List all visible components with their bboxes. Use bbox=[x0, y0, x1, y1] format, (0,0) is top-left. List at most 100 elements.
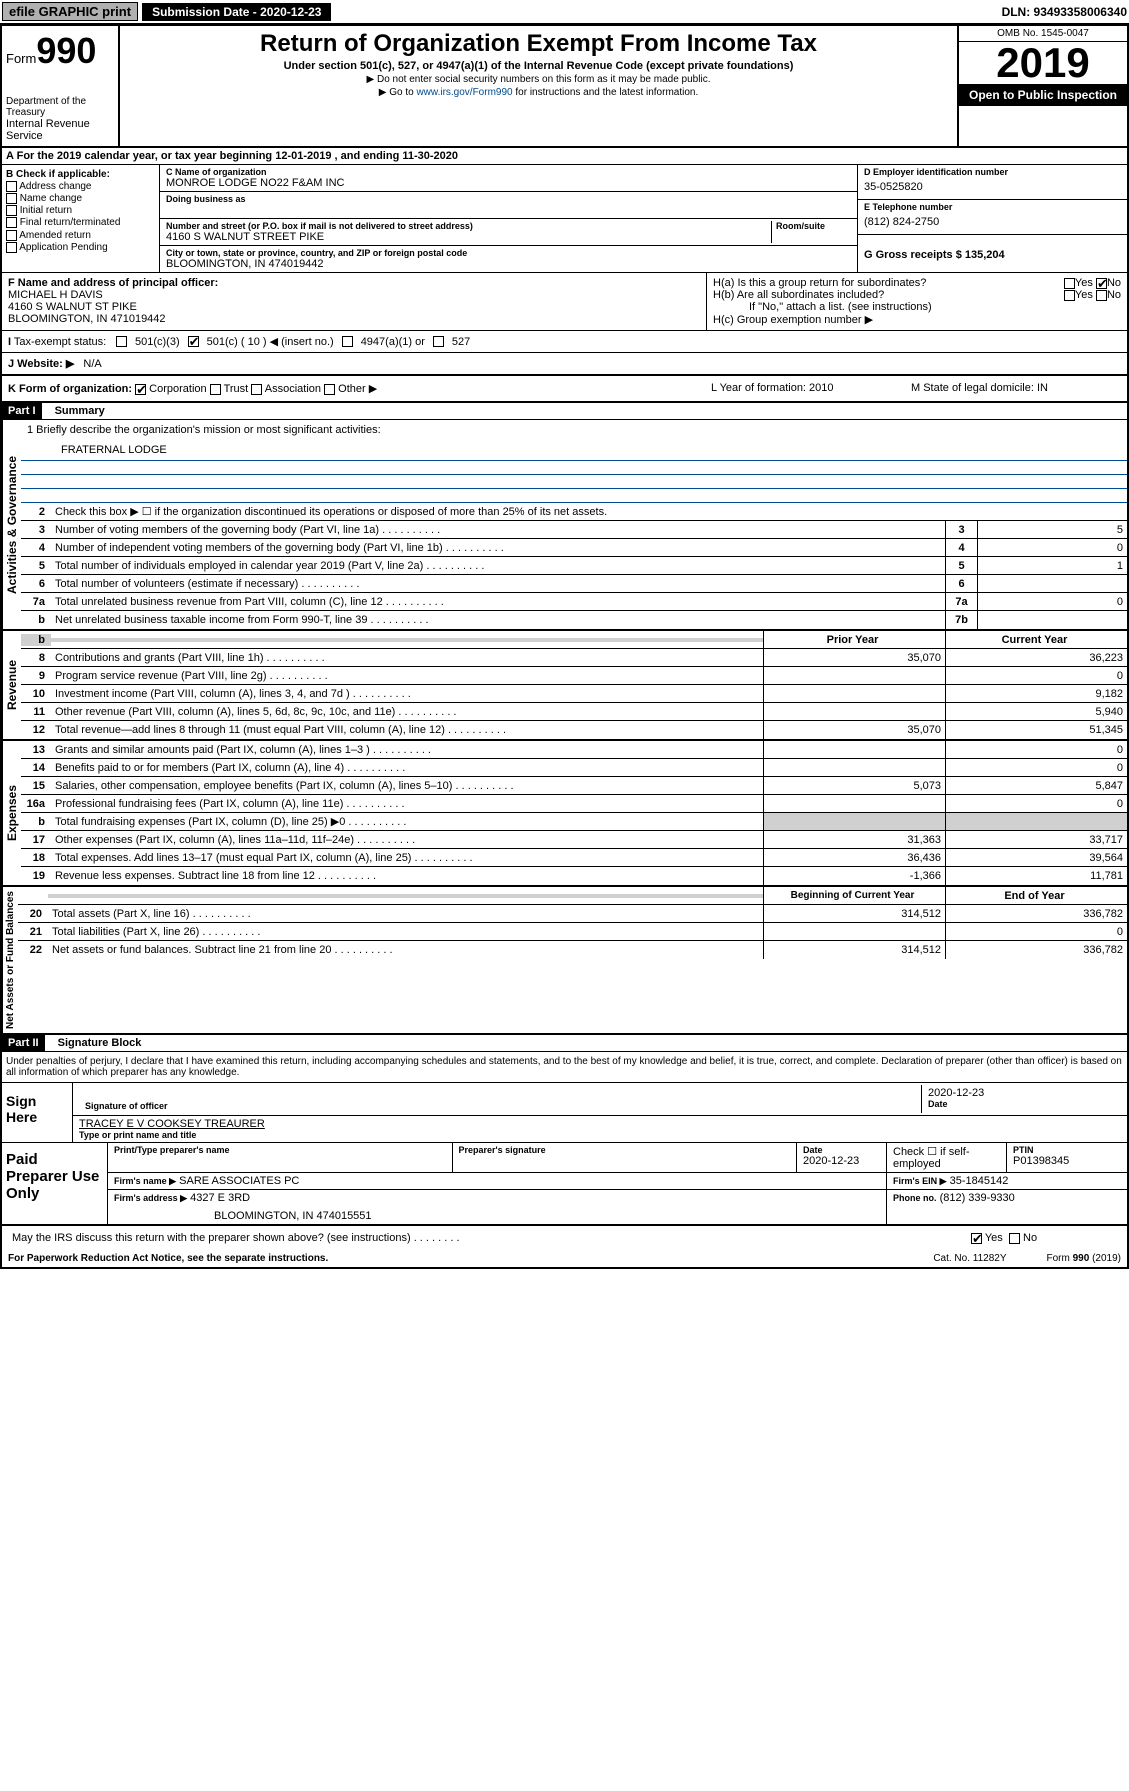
k-trust[interactable] bbox=[210, 384, 221, 395]
te-opt3: 4947(a)(1) or bbox=[361, 336, 425, 348]
gov-lines: 1 Briefly describe the organization's mi… bbox=[21, 420, 1127, 629]
firm-phone-cell: Phone no. (812) 339-9330 bbox=[887, 1190, 1127, 1224]
gov-section: Activities & Governance 1 Briefly descri… bbox=[2, 420, 1127, 631]
phone-cell: E Telephone number (812) 824-2750 bbox=[858, 200, 1127, 235]
sig-date: 2020-12-23 bbox=[928, 1087, 1115, 1099]
firm-addr: 4327 E 3RD bbox=[190, 1192, 250, 1204]
hb-yes[interactable] bbox=[1064, 290, 1075, 301]
net-section: Net Assets or Fund Balances Beginning of… bbox=[2, 887, 1127, 1035]
title-block: Return of Organization Exempt From Incom… bbox=[120, 26, 957, 146]
check-self: Check ☐ if self-employed bbox=[887, 1143, 1007, 1172]
ha-no[interactable] bbox=[1096, 278, 1107, 289]
footer-990: 990 bbox=[1073, 1253, 1090, 1264]
org-name: MONROE LODGE NO22 F&AM INC bbox=[166, 177, 851, 189]
discuss-yes[interactable] bbox=[971, 1233, 982, 1244]
firm-ein-label: Firm's EIN ▶ bbox=[893, 1176, 947, 1186]
firm-name-cell: Firm's name ▶ SARE ASSOCIATES PC bbox=[108, 1173, 887, 1189]
year-header-row: b Prior Year Current Year bbox=[21, 631, 1127, 649]
sign-here: Sign Here bbox=[2, 1083, 72, 1142]
efile-button[interactable]: efile GRAPHIC print bbox=[2, 2, 138, 21]
website-label: J Website: ▶ bbox=[8, 358, 74, 370]
sig-officer-label: Signature of officer bbox=[85, 1101, 915, 1111]
k-assoc[interactable] bbox=[251, 384, 262, 395]
paid-row1: Print/Type preparer's name Preparer's si… bbox=[108, 1143, 1127, 1173]
te-501c[interactable] bbox=[188, 336, 199, 347]
line1-value: FRATERNAL LODGE bbox=[21, 440, 1127, 461]
discuss-no[interactable] bbox=[1009, 1233, 1020, 1244]
officer-addr2: BLOOMINGTON, IN 471019442 bbox=[8, 313, 700, 325]
org-addr: 4160 S WALNUT STREET PIKE bbox=[166, 231, 771, 243]
footer-right: Form 990 (2019) bbox=[1047, 1253, 1121, 1264]
k-trust-t: Trust bbox=[224, 383, 249, 395]
blueline2 bbox=[21, 475, 1127, 489]
blueline3 bbox=[21, 489, 1127, 503]
yes-text: Yes bbox=[1075, 277, 1093, 289]
note-ssn: ▶ Do not enter social security numbers o… bbox=[124, 74, 953, 85]
net-line: 21Total liabilities (Part X, line 26)0 bbox=[18, 923, 1127, 941]
vert-net: Net Assets or Fund Balances bbox=[2, 887, 18, 1033]
prior-year-header: Prior Year bbox=[763, 631, 945, 648]
exp-line: 18Total expenses. Add lines 13–17 (must … bbox=[21, 849, 1127, 867]
discuss-q: May the IRS discuss this return with the… bbox=[12, 1232, 411, 1244]
city-cell: City or town, state or province, country… bbox=[160, 246, 857, 272]
line1-label: 1 Briefly describe the organization's mi… bbox=[21, 420, 1127, 440]
ein-cell: D Employer identification number 35-0525… bbox=[858, 165, 1127, 200]
k-label: K Form of organization: bbox=[8, 383, 132, 395]
blueline1 bbox=[21, 461, 1127, 475]
check-item[interactable]: Name change bbox=[6, 193, 155, 204]
prep-sig: Preparer's signature bbox=[453, 1143, 798, 1172]
end-year-header: End of Year bbox=[945, 887, 1127, 904]
name-col: C Name of organization MONROE LODGE NO22… bbox=[160, 165, 857, 272]
ptin-cell: PTINP01398345 bbox=[1007, 1143, 1127, 1172]
gov-line: 3Number of voting members of the governi… bbox=[21, 521, 1127, 539]
no-text: No bbox=[1107, 277, 1121, 289]
dept-irs: Internal Revenue Service bbox=[6, 118, 114, 142]
begin-year-header: Beginning of Current Year bbox=[763, 887, 945, 904]
room-label: Room/suite bbox=[776, 221, 851, 231]
org-name-cell: C Name of organization MONROE LODGE NO22… bbox=[160, 165, 857, 192]
main-title: Return of Organization Exempt From Incom… bbox=[124, 30, 953, 58]
te-4947[interactable] bbox=[342, 336, 353, 347]
check-item[interactable]: Amended return bbox=[6, 230, 155, 241]
blank: b bbox=[21, 634, 51, 646]
rev-section: Revenue b Prior Year Current Year 8Contr… bbox=[2, 631, 1127, 741]
sig-row1: Signature of officer 2020-12-23 Date bbox=[73, 1083, 1127, 1116]
gov-line: bNet unrelated business taxable income f… bbox=[21, 611, 1127, 629]
irs-link[interactable]: www.irs.gov/Form990 bbox=[416, 87, 512, 98]
rev-lines: b Prior Year Current Year 8Contributions… bbox=[21, 631, 1127, 739]
ein: 35-0525820 bbox=[864, 177, 1121, 197]
te-501c3[interactable] bbox=[116, 336, 127, 347]
dba-label: Doing business as bbox=[166, 194, 851, 204]
firm-name: SARE ASSOCIATES PC bbox=[179, 1175, 299, 1187]
part2-title: Signature Block bbox=[58, 1037, 142, 1049]
part2-header: Part II bbox=[2, 1035, 45, 1051]
h-block: H(a) Is this a group return for subordin… bbox=[707, 273, 1127, 330]
ha-yes[interactable] bbox=[1064, 278, 1075, 289]
rev-line: 11Other revenue (Part VIII, column (A), … bbox=[21, 703, 1127, 721]
addr-label: Number and street (or P.O. box if mail i… bbox=[166, 221, 771, 231]
top-section: Form990 Department of the Treasury Inter… bbox=[2, 26, 1127, 148]
exp-line: 13Grants and similar amounts paid (Part … bbox=[21, 741, 1127, 759]
hb-no[interactable] bbox=[1096, 290, 1107, 301]
blank2 bbox=[51, 638, 763, 642]
net-header-row: Beginning of Current Year End of Year bbox=[18, 887, 1127, 905]
no-text2: No bbox=[1107, 289, 1121, 301]
form-frame: Form990 Department of the Treasury Inter… bbox=[0, 24, 1129, 1269]
ha-label: H(a) Is this a group return for subordin… bbox=[713, 277, 926, 289]
hb-note: If "No," attach a list. (see instruction… bbox=[713, 301, 1121, 313]
gov-line: 5Total number of individuals employed in… bbox=[21, 557, 1127, 575]
note-pre: ▶ Go to bbox=[379, 87, 417, 98]
check-item[interactable]: Final return/terminated bbox=[6, 217, 155, 228]
prep-name-label: Print/Type preparer's name bbox=[114, 1145, 446, 1155]
k-other[interactable] bbox=[324, 384, 335, 395]
sign-right: Signature of officer 2020-12-23 Date TRA… bbox=[72, 1083, 1127, 1142]
check-item[interactable]: Initial return bbox=[6, 205, 155, 216]
check-item[interactable]: Address change bbox=[6, 181, 155, 192]
exp-line: bTotal fundraising expenses (Part IX, co… bbox=[21, 813, 1127, 831]
i-label: I Tax-exempt status: bbox=[8, 336, 108, 348]
check-item[interactable]: Application Pending bbox=[6, 242, 155, 253]
te-opt2: 501(c) ( 10 ) ◀ (insert no.) bbox=[207, 335, 334, 348]
te-527[interactable] bbox=[433, 336, 444, 347]
section-fgh: F Name and address of principal officer:… bbox=[2, 273, 1127, 331]
k-corp[interactable] bbox=[135, 384, 146, 395]
